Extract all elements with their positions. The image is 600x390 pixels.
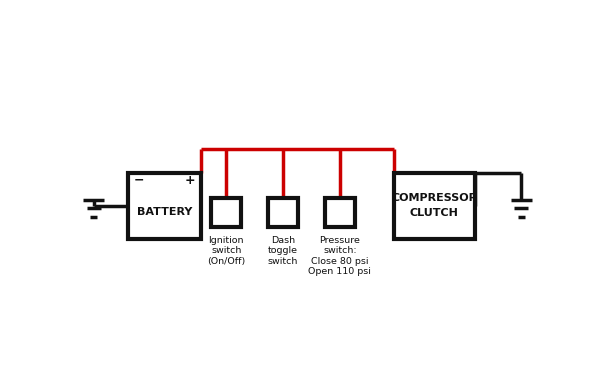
Text: BATTERY: BATTERY xyxy=(137,207,192,217)
Bar xyxy=(211,199,241,227)
Text: Dash
toggle
switch: Dash toggle switch xyxy=(268,236,298,266)
Text: COMPRESSOR: COMPRESSOR xyxy=(391,193,477,204)
Text: Pressure
switch:
Close 80 psi
Open 110 psi: Pressure switch: Close 80 psi Open 110 p… xyxy=(308,236,371,276)
Bar xyxy=(325,199,355,227)
Text: CLUTCH: CLUTCH xyxy=(410,209,458,218)
Bar xyxy=(128,173,200,239)
Bar xyxy=(268,199,298,227)
Text: +: + xyxy=(185,174,196,187)
Text: Ignition
switch
(On/Off): Ignition switch (On/Off) xyxy=(207,236,245,266)
Text: −: − xyxy=(133,174,144,187)
Bar xyxy=(394,173,475,239)
